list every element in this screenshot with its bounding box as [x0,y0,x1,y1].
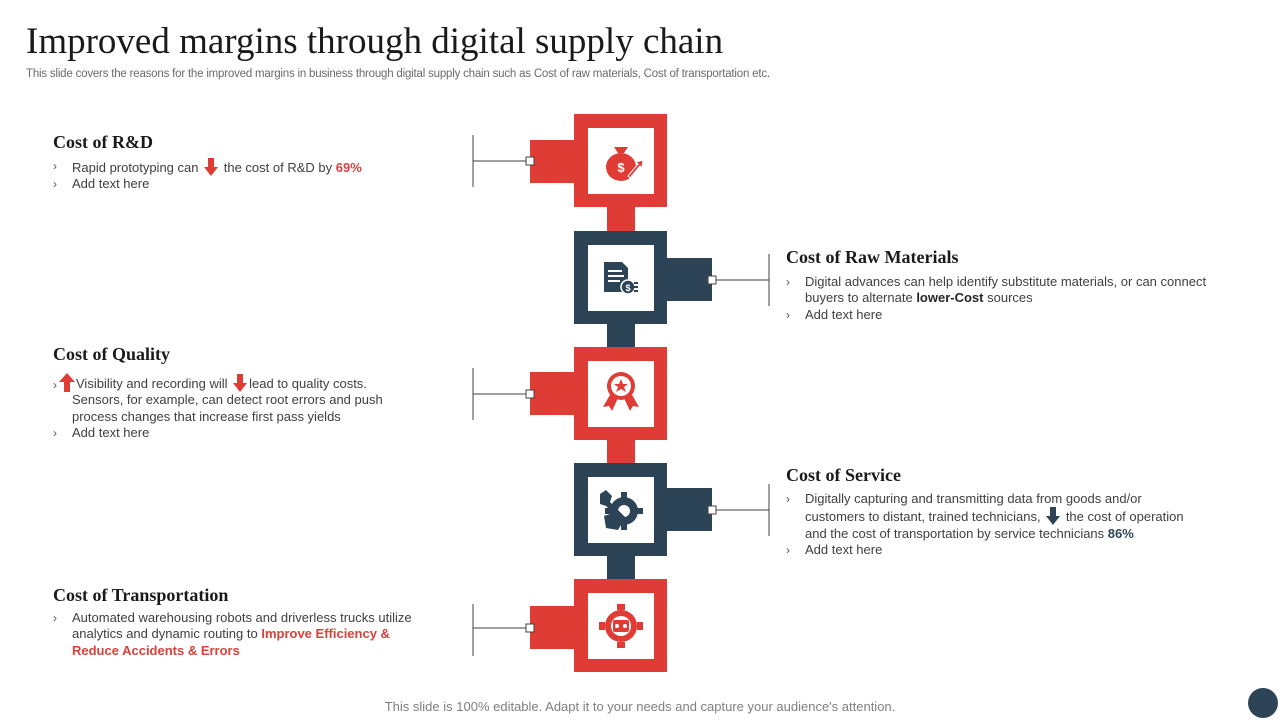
list-item: › Visibility and recording will lead to … [53,373,453,425]
chevron-right-icon: › [53,177,57,192]
footer-note: This slide is 100% editable. Adapt it to… [384,699,896,714]
stem-4 [607,554,635,582]
chevron-right-icon: › [786,275,790,289]
section-body-service: › Digitally capturing and transmitting d… [786,491,1236,558]
list-item: › Rapid prototyping can the cost of R&D … [53,158,362,176]
document-dollar-icon: $ [604,262,638,295]
section-title-rd: Cost of R&D [53,132,153,152]
section-title-transport: Cost of Transportation [53,585,229,605]
page-title: Improved margins through digital supply … [26,21,724,62]
list-item: › Add text here [786,306,883,322]
section-body-transport: › Automated warehousing robots and drive… [53,610,453,659]
corner-circle [1248,688,1278,718]
gear-wrench-hand-icon [600,490,643,530]
award-ribbon-icon [603,372,639,411]
chevron-right-icon: › [786,307,790,322]
arrow-down-icon [204,158,219,176]
arrow-up-icon [59,373,75,392]
chevron-right-icon: › [53,378,57,392]
stem-1 [607,206,635,234]
arrow-down-icon [233,374,248,392]
chevron-right-icon: › [53,159,57,173]
list-item: › Digital advances can help identify sub… [786,274,1207,306]
gear-robot-icon [599,604,643,648]
arrow-down-icon [1046,507,1061,526]
section-title-quality: Cost of Quality [53,344,170,364]
stem-2 [607,322,635,350]
list-item: › Add text here [786,541,883,557]
list-item: › Add text here [53,424,150,440]
section-title-service: Cost of Service [786,465,901,485]
node-service [574,463,770,556]
list-item: › Add text here [53,176,150,192]
svg-text:$: $ [625,283,630,293]
list-item: › Digitally capturing and transmitting d… [786,491,1184,541]
list-item: › Automated warehousing robots and drive… [53,610,412,658]
chevron-right-icon: › [53,611,57,625]
section-title-raw: Cost of Raw Materials [786,247,959,267]
node-rd: $ [472,114,667,207]
page-subtitle: This slide covers the reasons for the im… [26,68,770,80]
node-raw: $ [574,231,770,324]
chevron-right-icon: › [786,542,790,557]
section-body-rd: › Rapid prototyping can the cost of R&D … [53,158,453,193]
section-body-quality: › Visibility and recording will lead to … [53,373,453,441]
money-bag-growth-icon: $ [606,147,644,181]
node-transport [472,579,667,672]
section-body-raw: › Digital advances can help identify sub… [786,274,1236,323]
chevron-right-icon: › [53,425,57,440]
svg-text:$: $ [617,160,625,175]
stem-3 [607,438,635,466]
chevron-right-icon: › [786,492,790,506]
node-quality [472,347,667,440]
